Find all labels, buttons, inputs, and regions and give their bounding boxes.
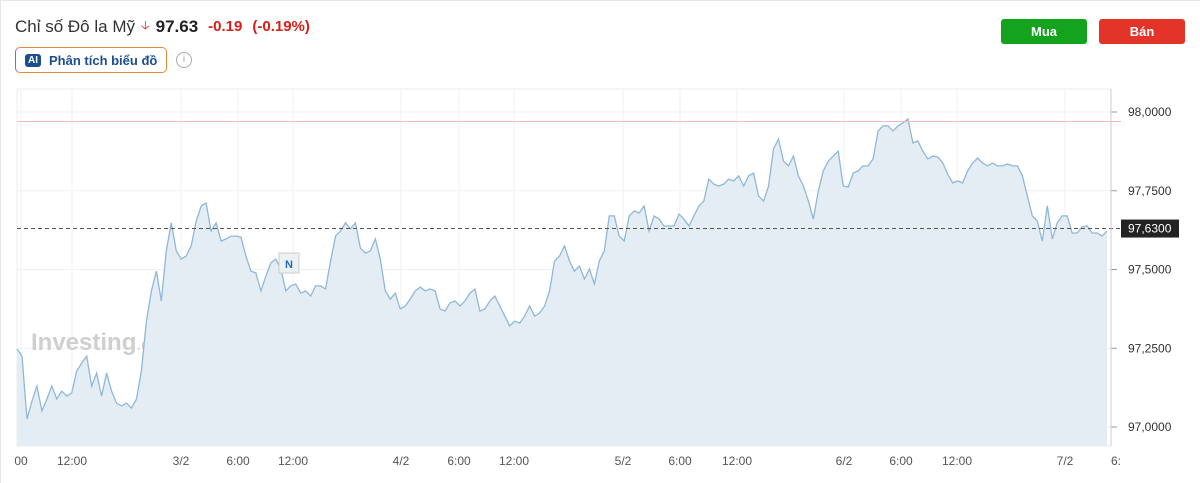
last-price: 97.63	[155, 16, 199, 36]
price-line	[16, 117, 1108, 420]
price-area-fill	[17, 118, 1107, 447]
x-tick-label: 6:00	[668, 454, 692, 468]
instrument-header: Chỉ số Đô la Mỹ 🡣 97.63 -0.19 (-0.19%)	[15, 16, 310, 37]
x-tick-label: 12:00	[942, 454, 972, 468]
ai-button-label: Phân tích biểu đồ	[49, 52, 158, 68]
x-tick-label: 12:00	[57, 454, 87, 468]
instrument-name: Chỉ số Đô la Mỹ	[15, 16, 135, 36]
y-tick-label: 97,5000	[1128, 263, 1172, 277]
x-tick-label: 5/2	[615, 454, 632, 468]
x-tick-label: 12:00	[499, 454, 529, 468]
x-tick-label: 4/2	[393, 454, 410, 468]
current-price-label: 97,6300	[1121, 219, 1179, 238]
x-tick-label: 12:00	[278, 454, 308, 468]
svg-text:97,6300: 97,6300	[1128, 222, 1172, 236]
y-tick-label: 97,0000	[1128, 420, 1172, 434]
ai-icon: AI	[25, 53, 41, 67]
price-change-percent: (-0.19%)	[252, 18, 310, 35]
y-tick-label: 97,2500	[1128, 341, 1172, 355]
x-tick-label: 6/2	[836, 454, 853, 468]
sell-button[interactable]: Bán	[1099, 19, 1185, 44]
x-tick-label: 6:	[1111, 454, 1121, 468]
x-tick-label: 6:00	[889, 454, 913, 468]
arrow-down-icon: 🡣	[140, 18, 150, 32]
x-tick-label: 3/2	[173, 454, 190, 468]
x-tick-label: 7/2	[1057, 454, 1074, 468]
info-icon[interactable]: i	[176, 52, 192, 68]
price-change: -0.19	[208, 18, 243, 35]
buy-button[interactable]: Mua	[1001, 19, 1087, 44]
x-tick-label: 6:00	[226, 454, 250, 468]
y-tick-label: 98,0000	[1128, 105, 1172, 119]
x-tick-label: 12:00	[722, 454, 752, 468]
y-tick-label: 97,7500	[1128, 184, 1172, 198]
news-marker[interactable]: N	[278, 252, 300, 274]
x-tick-label: 6:00	[447, 454, 471, 468]
x-tick-label: 00	[14, 454, 28, 468]
ai-chart-analysis-button[interactable]: AI Phân tích biểu đồ	[15, 47, 168, 73]
svg-text:N: N	[285, 259, 293, 271]
